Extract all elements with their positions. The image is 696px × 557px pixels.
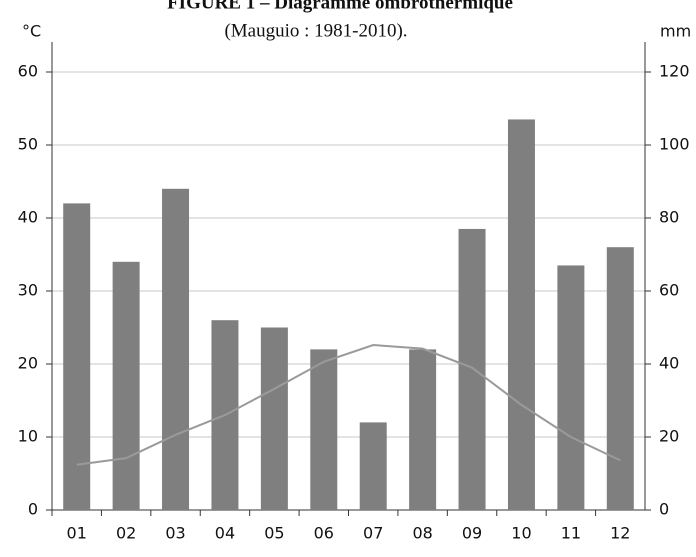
y2-unit: mm [660, 22, 691, 41]
bar [310, 349, 338, 510]
bar [260, 327, 288, 510]
x-tick-label: 06 [314, 524, 334, 543]
y2-tick-label: 80 [659, 208, 679, 227]
y-tick-label: 10 [18, 427, 38, 446]
y2-tick-label: 120 [659, 62, 690, 81]
y2-tick-label: 100 [659, 135, 690, 154]
chart-subtitle: (Mauguio : 1981-2010). [224, 20, 407, 41]
y2-tick-label: 60 [659, 281, 679, 300]
x-tick-label: 09 [462, 524, 482, 543]
y-tick-label: 0 [28, 500, 38, 519]
bar [507, 119, 535, 510]
y2-tick-label: 20 [659, 427, 679, 446]
bar [557, 265, 585, 510]
y2-tick-label: 40 [659, 354, 679, 373]
y-tick-label: 20 [18, 354, 38, 373]
y-tick-label: 30 [18, 281, 38, 300]
x-tick-label: 03 [165, 524, 185, 543]
y-tick-label: 40 [18, 208, 38, 227]
bar [112, 261, 140, 510]
x-tick-label: 10 [511, 524, 531, 543]
y-unit: °C [22, 22, 41, 41]
x-tick-label: 07 [363, 524, 383, 543]
bar [409, 349, 437, 510]
x-tick-label: 08 [412, 524, 432, 543]
temperature-line [76, 344, 621, 466]
x-tick-label: 05 [264, 524, 284, 543]
bar [359, 422, 387, 510]
x-tick-label: 12 [610, 524, 630, 543]
bar [162, 188, 190, 511]
y2-tick-label: 0 [659, 500, 669, 519]
bar [458, 228, 486, 510]
x-tick-label: 04 [215, 524, 235, 543]
bar [606, 247, 634, 510]
chart-title: FIGURE 1 – Diagramme ombrothermique [167, 0, 513, 13]
bar [63, 203, 91, 510]
x-tick-label: 02 [116, 524, 136, 543]
x-tick-label: 01 [67, 524, 87, 543]
x-tick-label: 11 [561, 524, 581, 543]
y-tick-label: 50 [18, 135, 38, 154]
y-tick-label: 60 [18, 62, 38, 81]
